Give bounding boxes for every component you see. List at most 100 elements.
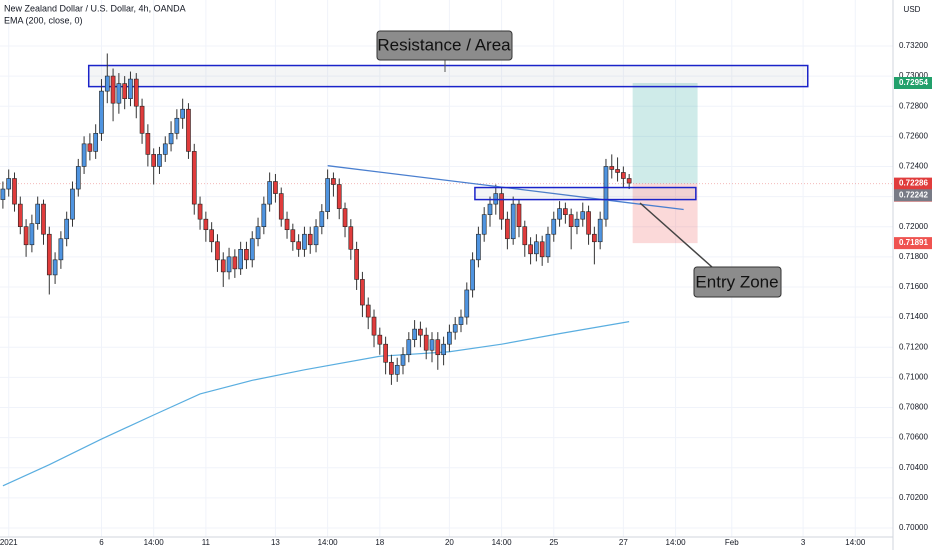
candle-body [336, 184, 342, 209]
candle-body [64, 218, 70, 240]
candle-body [319, 211, 325, 227]
candle-body [41, 203, 46, 235]
y-tick-label: 0.71800 [899, 252, 928, 261]
candle-body [249, 238, 255, 261]
candle-body [342, 208, 348, 227]
y-tick-label: 0.72400 [899, 162, 928, 171]
candle-body [139, 105, 145, 134]
callout-pointer [639, 202, 713, 268]
x-tick-label: 25 [549, 538, 558, 547]
price-label: 0.72286 [899, 179, 928, 188]
candle-body [110, 75, 116, 104]
candle-body [197, 203, 203, 220]
candle-body [522, 226, 528, 246]
candle-body [389, 361, 394, 375]
candle-body [104, 75, 110, 92]
candle-body [296, 241, 301, 250]
candle-body [557, 208, 562, 220]
candle-body [133, 78, 139, 107]
candle-body [267, 181, 272, 205]
candle-body [17, 203, 23, 227]
price-label: 0.72954 [899, 78, 928, 87]
y-tick-label: 0.70800 [899, 403, 928, 412]
candle-body [621, 172, 626, 179]
x-tick-label: 14:00 [845, 538, 866, 547]
candle-body [580, 211, 586, 220]
chart-title: New Zealand Dollar / U.S. Dollar, 4h, OA… [4, 3, 186, 13]
candle-body [87, 143, 93, 152]
x-tick-label: 27 [619, 538, 628, 547]
candle-body [429, 339, 435, 351]
y-tick-label: 0.70600 [899, 433, 928, 442]
candle-body [52, 259, 58, 276]
candle-body [394, 364, 400, 375]
candle-body [255, 226, 261, 240]
callout-box [693, 266, 782, 298]
candle-body [331, 178, 336, 185]
candle-body [534, 241, 539, 255]
entry-zone [474, 186, 697, 201]
y-tick-label: 0.71000 [899, 372, 928, 381]
grid [0, 0, 893, 537]
candle-body [383, 343, 388, 363]
candle-body [516, 203, 522, 227]
candle-body [597, 218, 603, 243]
candle-body [447, 331, 452, 345]
candle-body [209, 229, 214, 243]
candle-body [412, 328, 417, 340]
candle-body [162, 143, 168, 155]
x-tick-label: 6 [99, 538, 104, 547]
y-tick-label: 0.72000 [899, 222, 928, 231]
candle-body [568, 214, 574, 227]
callouts: Resistance / Area Entry Zone [376, 30, 782, 298]
candle-body [325, 178, 330, 212]
candle-body [505, 218, 510, 240]
candle-body [174, 117, 180, 134]
candle-body [220, 259, 226, 273]
target-zone [632, 82, 698, 184]
candle-body [574, 218, 580, 227]
candle-body [563, 208, 568, 215]
candle-body [157, 154, 162, 167]
candle-body [232, 256, 238, 270]
x-tick-label: 18 [375, 538, 384, 547]
x-tick-label: 14:00 [666, 538, 687, 547]
candle-body [307, 233, 313, 246]
candle-body [58, 238, 64, 261]
x-tick-label: 14:00 [318, 538, 339, 547]
x-tick-label: 20 [445, 538, 454, 547]
ema-line [2, 321, 630, 487]
y-tick-label: 0.73200 [899, 41, 928, 50]
candle-body [278, 193, 284, 220]
candle-body [261, 203, 267, 227]
candle-body [365, 304, 371, 318]
candle-body [116, 83, 122, 104]
price-label-box [894, 76, 932, 89]
y-tick-label: 0.71200 [899, 342, 928, 351]
candle-body [290, 229, 296, 243]
candle-body [609, 166, 615, 170]
axes: 0.70000 0.70200 0.70400 0.70600 0.70800 0.710… [0, 41, 932, 547]
x-tick-label: 14:00 [144, 538, 165, 547]
candle-body [273, 181, 278, 194]
currency-label: USD [904, 5, 921, 14]
candle-body [81, 143, 87, 167]
candle-body [191, 151, 197, 205]
candle-body [371, 316, 377, 336]
candle-body [423, 334, 429, 351]
candle-body [626, 178, 632, 184]
candle-body [93, 133, 99, 152]
candle-body [476, 233, 481, 261]
candle-body [145, 133, 151, 155]
y-tick-label: 0.70000 [899, 523, 928, 532]
candle-body [215, 241, 220, 261]
candle-body [354, 248, 359, 280]
candle-body [603, 166, 609, 220]
candle-body [29, 223, 35, 246]
candle-body [238, 248, 243, 270]
indicator-label: EMA (200, close, 0) [4, 15, 83, 25]
callout-text: Entry Zone [695, 272, 778, 291]
x-tick-label: 3 [801, 538, 806, 547]
price-label-box [894, 237, 932, 250]
